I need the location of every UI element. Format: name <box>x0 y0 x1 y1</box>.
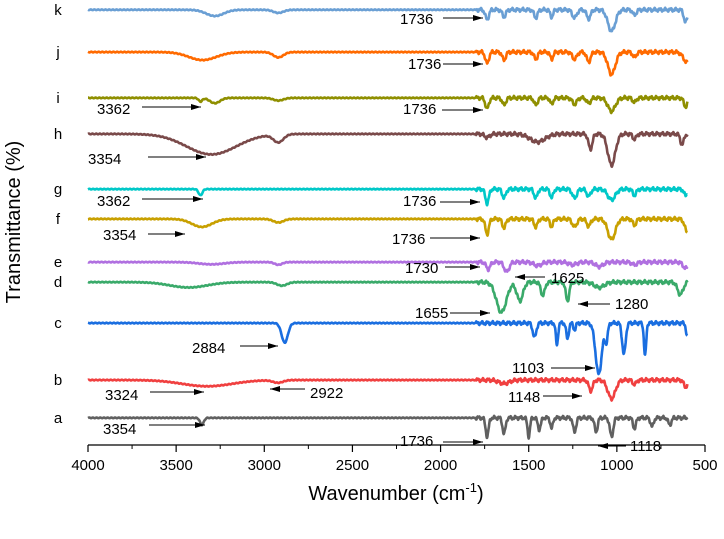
annotation-label: 3324 <box>105 387 138 404</box>
annotation-e-1730: 1730 <box>405 260 480 277</box>
x-tick-label: 2000 <box>424 457 457 474</box>
series-line-d <box>87 278 689 314</box>
annotation-k-1736: 1736 <box>400 11 483 28</box>
series-layer: k j i h gf ed c b a <box>54 2 689 440</box>
annotation-j-1736: 1736 <box>408 56 483 73</box>
annotation-a-3354: 3354 <box>103 421 205 438</box>
x-tick-label: 1500 <box>512 457 545 474</box>
series-label-b: b <box>54 372 62 389</box>
annotation-e-1625: 1625 <box>515 270 584 287</box>
x-axis-label: Wavenumber (cm-1) <box>308 480 483 505</box>
series-label-f: f <box>56 211 61 228</box>
annotation-a-1118: 1118 <box>598 438 661 455</box>
series-line-a <box>87 414 689 440</box>
series-label-i: i <box>56 90 59 107</box>
annotation-label: 3354 <box>88 151 121 168</box>
annotation-label: 3362 <box>97 193 130 210</box>
annotation-label: 1625 <box>551 270 584 287</box>
series-line-e <box>87 258 689 273</box>
annotation-i-3362: 3362 <box>97 101 201 118</box>
series-label-g: g <box>54 181 62 198</box>
series-line-j <box>87 48 689 77</box>
annotation-g-1736: 1736 <box>403 193 480 210</box>
annotation-label: 1730 <box>405 260 438 277</box>
annotation-c-1103: 1103 <box>512 360 595 377</box>
y-axis-label: Transmittance (%) <box>3 141 25 304</box>
annotation-label: 1736 <box>400 433 433 450</box>
x-tick-label: 3500 <box>159 457 192 474</box>
series-line-c <box>87 319 689 376</box>
annotation-label: 3354 <box>103 421 136 438</box>
annotation-label: 1736 <box>408 56 441 73</box>
annotation-layer: 1736 1736 3362 1736 3354 3362 1736 3354 1736 1730… <box>88 11 661 455</box>
annotation-label: 1148 <box>508 389 540 406</box>
x-axis: 4000 3500 3000 2500 2000 1500 1000 500 <box>71 444 718 474</box>
series-line-b <box>87 376 689 402</box>
series-label-h: h <box>54 126 62 143</box>
x-tick-label: 2500 <box>336 457 369 474</box>
annotation-g-3362: 3362 <box>97 193 203 210</box>
annotation-a-1736: 1736 <box>400 433 483 450</box>
annotation-f-3354: 3354 <box>103 227 185 244</box>
x-tick-label: 3000 <box>248 457 281 474</box>
series-label-j: j <box>55 44 59 61</box>
annotation-label: 1736 <box>392 231 425 248</box>
series-line-k <box>87 6 689 33</box>
annotation-label: 1736 <box>403 193 436 210</box>
series-label-e: e <box>54 254 62 271</box>
annotation-label: 3354 <box>103 227 136 244</box>
annotation-h-3354: 3354 <box>88 151 206 168</box>
annotation-b-3324: 3324 <box>105 387 204 404</box>
annotation-label: 2884 <box>192 340 225 357</box>
series-label-a: a <box>54 410 63 427</box>
annotation-b-1148: 1148 <box>508 389 582 406</box>
annotation-b-2922: 2922 <box>270 385 343 402</box>
series-line-f <box>87 215 689 241</box>
annotation-label: 1655 <box>415 305 448 322</box>
annotation-d-1655: 1655 <box>415 305 490 322</box>
series-line-i <box>87 94 689 115</box>
series-line-g <box>87 185 689 207</box>
series-label-k: k <box>54 2 62 19</box>
annotation-label: 1280 <box>615 296 648 313</box>
annotation-label: 2922 <box>310 385 343 402</box>
series-label-c: c <box>54 315 62 332</box>
x-tick-label: 500 <box>692 457 717 474</box>
annotation-d-1280: 1280 <box>578 296 648 313</box>
x-tick-label: 1000 <box>600 457 633 474</box>
annotation-f-1736: 1736 <box>392 231 480 248</box>
series-label-d: d <box>54 274 62 291</box>
annotation-label: 1118 <box>630 438 661 455</box>
annotation-c-2884: 2884 <box>192 340 278 357</box>
annotation-i-1736: 1736 <box>403 101 483 118</box>
annotation-label: 1736 <box>403 101 436 118</box>
series-line-h <box>87 130 689 168</box>
annotation-label: 1736 <box>400 11 433 28</box>
annotation-label: 1103 <box>512 360 544 377</box>
annotation-label: 3362 <box>97 101 130 118</box>
x-tick-label: 4000 <box>71 457 104 474</box>
